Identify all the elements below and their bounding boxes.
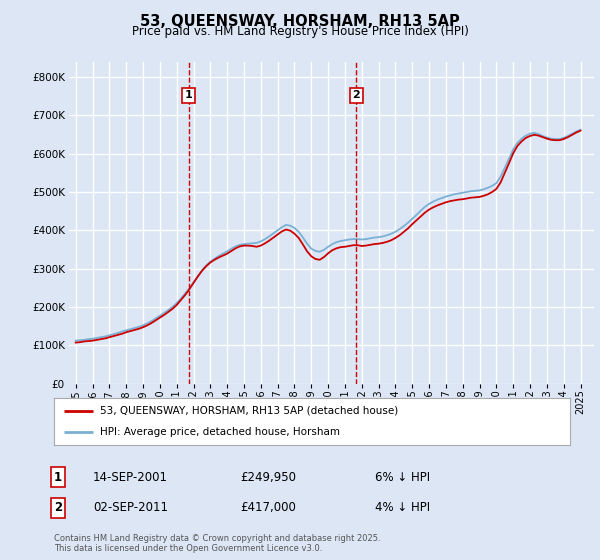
Text: Contains HM Land Registry data © Crown copyright and database right 2025.
This d: Contains HM Land Registry data © Crown c… <box>54 534 380 553</box>
Text: 14-SEP-2001: 14-SEP-2001 <box>93 470 168 484</box>
Text: 1: 1 <box>185 90 193 100</box>
Text: 53, QUEENSWAY, HORSHAM, RH13 5AP: 53, QUEENSWAY, HORSHAM, RH13 5AP <box>140 14 460 29</box>
Text: 4% ↓ HPI: 4% ↓ HPI <box>375 501 430 515</box>
Text: 2: 2 <box>353 90 360 100</box>
Text: £417,000: £417,000 <box>240 501 296 515</box>
Text: Price paid vs. HM Land Registry's House Price Index (HPI): Price paid vs. HM Land Registry's House … <box>131 25 469 38</box>
Text: 1: 1 <box>54 470 62 484</box>
Text: 2: 2 <box>54 501 62 515</box>
Text: £249,950: £249,950 <box>240 470 296 484</box>
Text: 53, QUEENSWAY, HORSHAM, RH13 5AP (detached house): 53, QUEENSWAY, HORSHAM, RH13 5AP (detach… <box>100 406 398 416</box>
Text: HPI: Average price, detached house, Horsham: HPI: Average price, detached house, Hors… <box>100 427 340 437</box>
Text: 6% ↓ HPI: 6% ↓ HPI <box>375 470 430 484</box>
Text: 02-SEP-2011: 02-SEP-2011 <box>93 501 168 515</box>
